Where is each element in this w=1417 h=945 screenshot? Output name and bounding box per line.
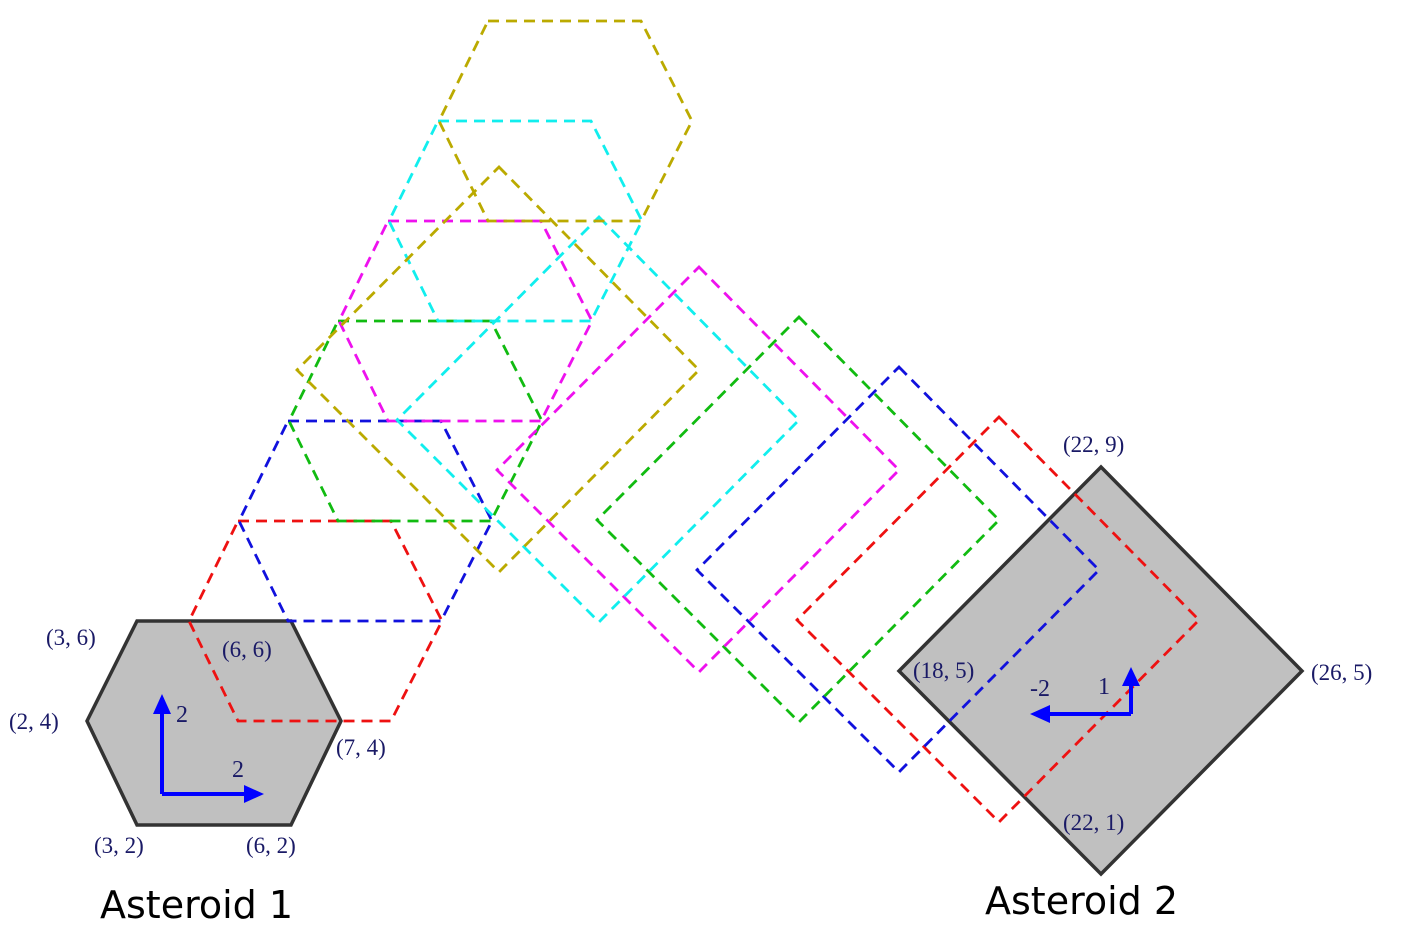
asteroid1-title: Asteroid 1 (100, 883, 293, 927)
asteroid1-vertex-label: (6, 2) (246, 833, 296, 858)
asteroid2-velocity-vectors (1030, 667, 1140, 723)
asteroid2-trajectory-outline-magenta (495, 265, 901, 674)
asteroid1-vector-up-label: 2 (176, 702, 188, 728)
asteroid1-trajectory-outline-cyan (387, 119, 644, 323)
asteroid1-vector-up-arrowhead (153, 694, 171, 714)
asteroid1-velocity-vectors (153, 694, 264, 803)
trajectory-outlines (187, 19, 1201, 824)
asteroid2-trajectory-outline-blue (695, 365, 1101, 774)
asteroid2-trajectory-outline-green (595, 315, 1001, 724)
asteroid1-trajectory-outline-olive (437, 19, 694, 223)
asteroid1-vertex-label: (3, 6) (46, 625, 96, 650)
asteroid2-vertex-label: (26, 5) (1311, 660, 1372, 685)
asteroid2-trajectory-outline-red (795, 415, 1201, 824)
asteroid1-vertex-label: (7, 4) (336, 735, 386, 760)
asteroid2-body (896, 464, 1305, 877)
asteroid2-vector-left-label: -2 (1030, 676, 1050, 702)
asteroid1-vector-right-arrowhead (244, 785, 264, 803)
asteroid1-vertex-label: (3, 2) (94, 833, 144, 858)
asteroid2-vertex-label: (22, 9) (1063, 432, 1124, 457)
asteroid2-vector-up-label: 1 (1098, 674, 1110, 700)
asteroid1-vertex-label: (2, 4) (9, 709, 59, 734)
asteroid1-vector-right-label: 2 (232, 757, 244, 783)
asteroid2-vertex-label: (22, 1) (1063, 810, 1124, 835)
asteroid1-vertex-label: (6, 6) (222, 637, 272, 662)
asteroid2-vector-up-arrowhead (1122, 667, 1140, 686)
asteroid2-trajectory-outline-cyan (395, 215, 801, 624)
asteroid2-trajectory-outline-olive (295, 165, 701, 574)
asteroid2-vertex-label: (18, 5) (913, 658, 974, 683)
asteroid2-title: Asteroid 2 (985, 879, 1178, 923)
asteroid2-vector-left-arrowhead (1030, 705, 1050, 723)
